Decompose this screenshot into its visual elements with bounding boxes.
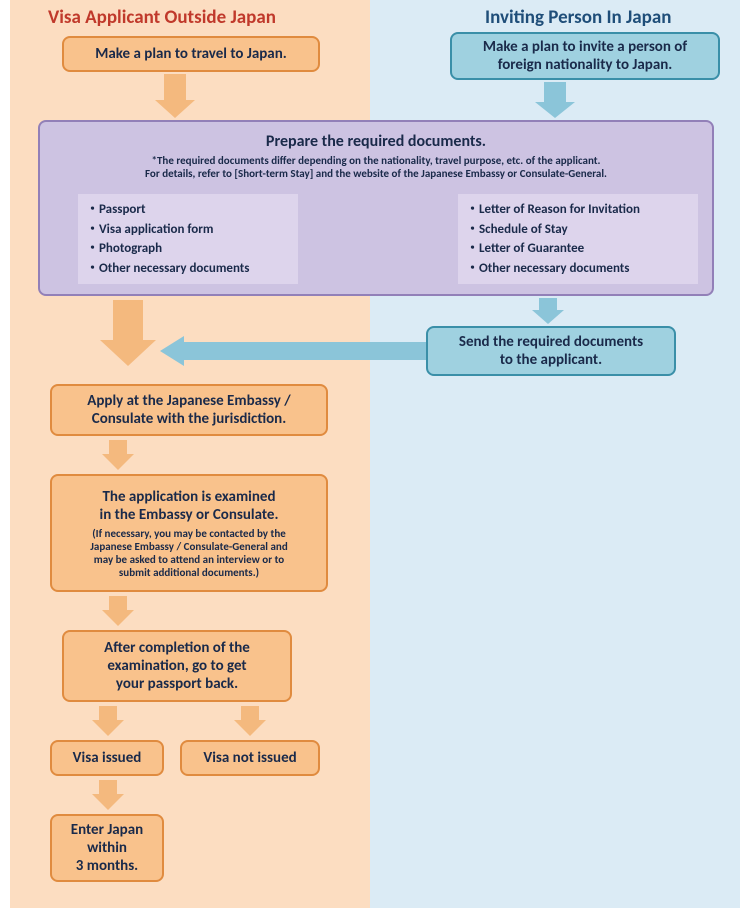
text-exam-l1: The application is examined — [102, 488, 275, 506]
box-issued: Visa issued — [50, 740, 164, 776]
heading-left: Visa Applicant Outside Japan — [48, 6, 276, 29]
box-completion: After completion of the examination, go … — [62, 630, 292, 702]
text-exam-n1: (If necessary, you may be contacted by t… — [92, 527, 286, 540]
left-doc-3: ・Other necessary documents — [86, 259, 290, 279]
text-prepare-title: Prepare the required documents. — [266, 132, 486, 151]
text-prepare-note1: *The required documents differ depending… — [152, 154, 601, 167]
text-comp-l3: your passport back. — [116, 675, 238, 693]
arrow-split-right — [232, 706, 268, 736]
text-apply-l2: Consulate with the jurisdiction. — [92, 410, 286, 428]
arrow-left-mid — [100, 300, 156, 366]
box-right-plan: Make a plan to invite a person of foreig… — [450, 32, 720, 80]
text-send-l1: Send the required documents — [459, 333, 643, 351]
text-exam-n3: may be asked to attend an interview or t… — [94, 553, 284, 566]
text-issued: Visa issued — [73, 749, 142, 767]
left-doc-2: ・Photograph — [86, 239, 290, 259]
left-doc-1: ・Visa application form — [86, 220, 290, 240]
text-not-issued: Visa not issued — [203, 749, 296, 767]
box-apply: Apply at the Japanese Embassy / Consulat… — [50, 384, 328, 436]
box-examined: The application is examined in the Embas… — [50, 474, 328, 592]
arrow-right-top — [535, 82, 575, 118]
right-doc-1: ・Schedule of Stay — [466, 220, 690, 240]
list-right-docs: ・Letter of Reason for Invitation ・Schedu… — [458, 194, 698, 284]
text-comp-l2: examination, go to get — [107, 657, 246, 675]
list-left-docs: ・Passport ・Visa application form ・Photog… — [78, 194, 298, 284]
text-exam-l2: in the Embassy or Consulate. — [100, 506, 279, 524]
arrow-issued-down — [90, 780, 126, 810]
text-send-l2: to the applicant. — [500, 351, 602, 369]
arrow-left-top — [155, 74, 195, 118]
text-comp-l1: After completion of the — [104, 639, 250, 657]
box-left-plan: Make a plan to travel to Japan. — [62, 36, 320, 72]
text-enter-l2: within — [87, 839, 127, 857]
box-send-docs: Send the required documents to the appli… — [426, 326, 676, 376]
text-right-plan-l2: foreign nationality to Japan. — [498, 56, 673, 74]
text-apply-l1: Apply at the Japanese Embassy / — [87, 392, 290, 410]
box-enter-japan: Enter Japan within 3 months. — [50, 814, 164, 882]
box-not-issued: Visa not issued — [180, 740, 320, 776]
arrow-apply-down — [100, 440, 136, 470]
text-prepare-note2: For details, refer to [Short-term Stay] … — [145, 167, 607, 180]
right-doc-0: ・Letter of Reason for Invitation — [466, 200, 690, 220]
text-exam-n4: submit additional documents.) — [119, 566, 259, 579]
arrow-split-left — [90, 706, 126, 736]
arrow-send-left — [160, 336, 426, 366]
text-left-plan: Make a plan to travel to Japan. — [95, 45, 287, 63]
heading-right: Inviting Person In Japan — [485, 6, 671, 29]
right-doc-3: ・Other necessary documents — [466, 259, 690, 279]
text-enter-l3: 3 months. — [76, 857, 138, 875]
left-doc-0: ・Passport — [86, 200, 290, 220]
text-exam-n2: Japanese Embassy / Consulate-General and — [90, 540, 287, 553]
right-doc-2: ・Letter of Guarantee — [466, 239, 690, 259]
arrow-right-mid — [530, 298, 566, 324]
text-right-plan-l1: Make a plan to invite a person of — [483, 38, 687, 56]
arrow-exam-down — [100, 596, 136, 626]
text-enter-l1: Enter Japan — [71, 821, 143, 839]
